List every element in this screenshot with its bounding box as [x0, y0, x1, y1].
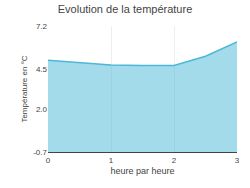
- svg-text:7.2: 7.2: [36, 22, 48, 31]
- svg-text:4.5: 4.5: [36, 65, 48, 74]
- svg-text:heure par heure: heure par heure: [110, 166, 174, 176]
- svg-text:3: 3: [235, 156, 240, 165]
- svg-text:Température en °C: Température en °C: [20, 55, 29, 122]
- svg-text:Evolution de la température: Evolution de la température: [58, 3, 193, 15]
- svg-text:1: 1: [109, 156, 114, 165]
- svg-text:2: 2: [172, 156, 177, 165]
- svg-text:-0.7: -0.7: [33, 148, 47, 157]
- svg-text:0: 0: [46, 156, 51, 165]
- svg-text:2.0: 2.0: [36, 105, 48, 114]
